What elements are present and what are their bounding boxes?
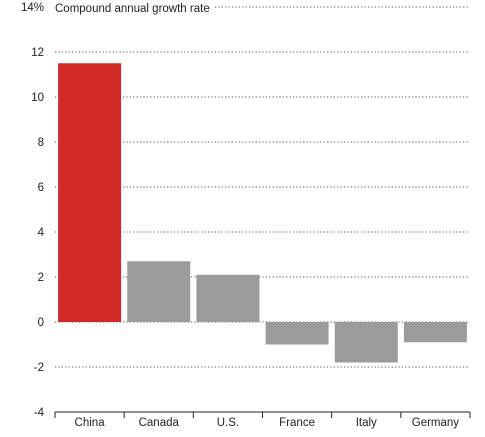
y-tick-label: 6 <box>38 182 44 194</box>
bar-germany <box>403 322 467 343</box>
y-tick-label: 12 <box>31 47 44 59</box>
chart-title: Compound annual growth rate <box>55 3 210 15</box>
x-tick-label: U.S. <box>217 417 239 429</box>
y-tick-label: 4 <box>38 227 45 239</box>
bar-us <box>196 274 260 322</box>
x-tick-label: Germany <box>412 417 460 429</box>
y-tick-label: 2 <box>38 272 44 284</box>
y-tick-label: 10 <box>31 92 44 104</box>
y-tick-label: 8 <box>38 137 44 149</box>
x-tick-label: Italy <box>356 417 377 429</box>
x-tick-label: Canada <box>139 417 180 429</box>
x-tick-label: France <box>279 417 315 429</box>
y-tick-label: 14% <box>21 2 44 14</box>
bar-canada <box>127 261 191 322</box>
bar-france <box>265 322 329 345</box>
y-tick-labels: 14% 12 10 8 6 4 2 0 -2 -4 <box>21 2 45 419</box>
x-tick-labels: China Canada U.S. France Italy Germany <box>75 417 460 429</box>
bars <box>58 63 467 363</box>
bar-italy <box>334 322 398 363</box>
y-tick-label: -2 <box>34 362 44 374</box>
x-axis <box>54 411 471 418</box>
gridlines <box>55 6 470 368</box>
x-tick-label: China <box>75 417 106 429</box>
y-tick-label: -4 <box>34 407 45 419</box>
y-tick-label: 0 <box>38 317 44 329</box>
bar-china <box>58 63 122 322</box>
